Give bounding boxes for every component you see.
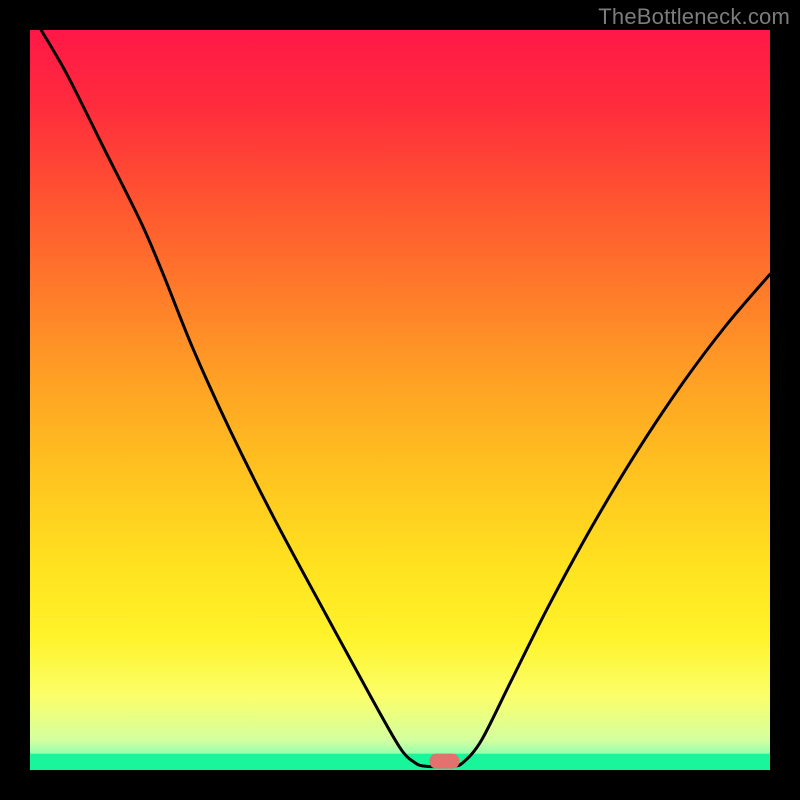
watermark-text: TheBottleneck.com — [598, 4, 790, 30]
bottleneck-chart — [0, 0, 800, 800]
chart-frame: TheBottleneck.com — [0, 0, 800, 800]
